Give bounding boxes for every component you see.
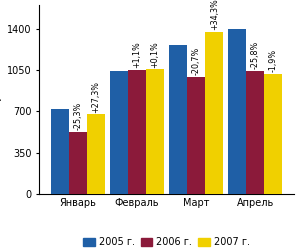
Bar [169, 45, 187, 194]
Text: +0,1%: +0,1% [151, 41, 160, 68]
Bar [110, 71, 128, 194]
Text: +27,3%: +27,3% [92, 81, 100, 113]
Text: -1,9%: -1,9% [269, 49, 278, 72]
Bar [128, 70, 146, 194]
Bar [87, 114, 105, 194]
Bar [51, 109, 69, 194]
Bar [146, 69, 164, 194]
Text: -20,7%: -20,7% [191, 47, 200, 75]
Y-axis label: Т: Т [0, 96, 5, 104]
Bar [264, 74, 282, 194]
Bar [246, 71, 264, 194]
Bar [205, 32, 223, 194]
Bar [187, 77, 205, 194]
Legend: 2005 г., 2006 г., 2007 г.: 2005 г., 2006 г., 2007 г. [80, 233, 254, 249]
Text: +1,1%: +1,1% [133, 42, 142, 68]
Text: -25,8%: -25,8% [250, 41, 260, 69]
Text: -25,3%: -25,3% [74, 102, 82, 130]
Bar [228, 29, 246, 194]
Bar [69, 131, 87, 194]
Text: +34,3%: +34,3% [210, 0, 219, 30]
